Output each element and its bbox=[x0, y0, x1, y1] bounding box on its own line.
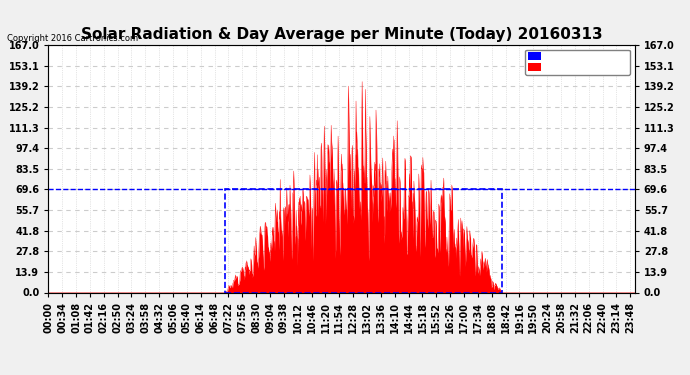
Legend: Median (W/m2), Radiation (W/m2): Median (W/m2), Radiation (W/m2) bbox=[525, 50, 630, 75]
Title: Solar Radiation & Day Average per Minute (Today) 20160313: Solar Radiation & Day Average per Minute… bbox=[81, 27, 602, 42]
Text: Copyright 2016 Cartronics.com: Copyright 2016 Cartronics.com bbox=[7, 34, 138, 43]
